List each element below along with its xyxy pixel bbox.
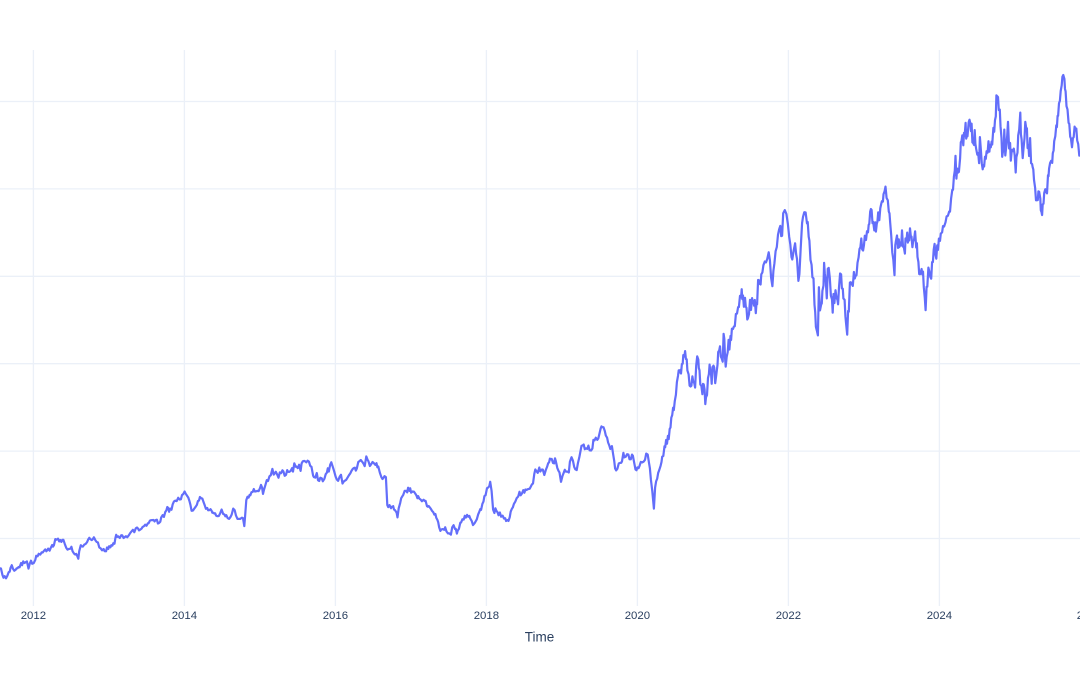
svg-text:2012: 2012: [21, 610, 46, 622]
svg-text:Time: Time: [525, 630, 555, 645]
svg-text:2018: 2018: [474, 610, 499, 622]
svg-text:2026: 2026: [1077, 610, 1080, 622]
svg-text:2014: 2014: [172, 610, 197, 622]
svg-text:2022: 2022: [776, 610, 801, 622]
svg-text:2024: 2024: [927, 610, 952, 622]
svg-text:2016: 2016: [323, 610, 348, 622]
svg-text:2020: 2020: [625, 610, 650, 622]
